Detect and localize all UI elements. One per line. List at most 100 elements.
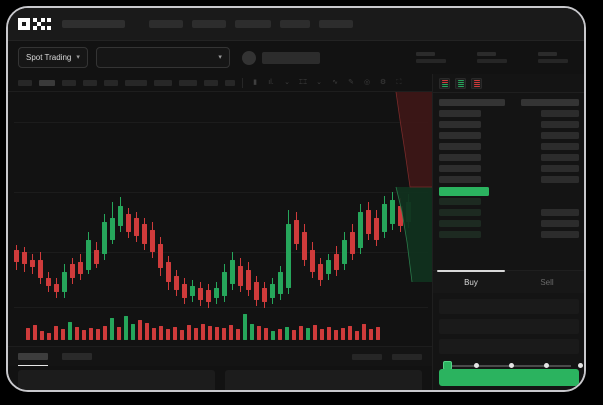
- orderbook-row[interactable]: [433, 197, 584, 208]
- buy-submit-button[interactable]: [439, 369, 579, 386]
- orderbook-view-asks-icon[interactable]: [471, 77, 482, 89]
- orderbook-row[interactable]: [433, 186, 584, 197]
- tf-10[interactable]: [225, 79, 235, 86]
- nav-item-4[interactable]: [280, 20, 310, 28]
- candle-body: [318, 264, 323, 280]
- nav-search[interactable]: [62, 20, 125, 28]
- settings-icon[interactable]: ⚙: [379, 79, 387, 86]
- slider-stop-50[interactable]: [509, 363, 514, 368]
- candle-12: [102, 92, 107, 346]
- tf-2[interactable]: [39, 79, 55, 86]
- bottom-action-1[interactable]: [352, 353, 382, 360]
- orderbook-bid-bar: [439, 143, 481, 150]
- orderbook-rows[interactable]: [433, 93, 584, 270]
- candle-19: [158, 92, 163, 346]
- tab-label: Sell: [540, 277, 554, 287]
- bottom-tab-positions[interactable]: [62, 353, 92, 360]
- volume-bar-50: [369, 329, 373, 340]
- device-frame: Spot Trading ▾ ▾ ▮ ıl. ⌄ ⌶⌶ ⌄ ∿ ✎ ◎ ⚙ ⛶: [6, 6, 586, 392]
- gridline-3: [14, 252, 428, 253]
- slider-stop-100[interactable]: [578, 363, 583, 368]
- price-chart[interactable]: [8, 92, 432, 346]
- bottom-panel-right[interactable]: [225, 370, 422, 390]
- order-amount-field[interactable]: [439, 319, 579, 334]
- bottom-tab-orders[interactable]: [18, 353, 48, 366]
- ticker-stat-3: [538, 52, 568, 63]
- orderbook-bid-bar: [439, 209, 481, 216]
- pencil-icon[interactable]: ✎: [348, 79, 354, 86]
- indicators-chevron-icon[interactable]: ⌄: [284, 79, 290, 86]
- candle-42: [342, 92, 347, 346]
- volume-bar-41: [306, 328, 310, 340]
- orderbook-row[interactable]: [433, 98, 584, 109]
- candle-body: [150, 230, 155, 252]
- orderbook-bid-bar: [439, 99, 505, 106]
- tf-4[interactable]: [83, 79, 97, 86]
- candle-type-icon[interactable]: ▮: [253, 79, 257, 86]
- candle-18: [150, 92, 155, 346]
- volume-bar-4: [47, 333, 51, 340]
- candle-body: [214, 288, 219, 298]
- candle-1: [14, 92, 19, 346]
- bottom-action-2[interactable]: [392, 353, 422, 360]
- volume-bar-23: [180, 330, 184, 340]
- orderbook-row[interactable]: [433, 175, 584, 186]
- tf-3[interactable]: [62, 79, 76, 86]
- orderbook-row[interactable]: [433, 153, 584, 164]
- okx-logo-icon[interactable]: [18, 18, 52, 30]
- tab-sell[interactable]: Sell: [509, 271, 584, 293]
- compare-chevron-icon[interactable]: ⌄: [316, 79, 322, 86]
- order-price-field[interactable]: [439, 299, 579, 314]
- tf-1[interactable]: [18, 79, 32, 86]
- candle-10: [86, 92, 91, 346]
- volume-bar-3: [40, 331, 44, 340]
- candle-46: [374, 92, 379, 346]
- chart-toolbar: ▮ ıl. ⌄ ⌶⌶ ⌄ ∿ ✎ ◎ ⚙ ⛶: [8, 74, 432, 92]
- volume-bar-33: [250, 324, 254, 340]
- slider-stop-25[interactable]: [474, 363, 479, 368]
- compare-icon[interactable]: ⌶⌶: [298, 79, 308, 86]
- tf-6[interactable]: [125, 79, 147, 86]
- volume-bar-12: [103, 326, 107, 340]
- volume-bar-35: [264, 328, 268, 340]
- volume-bar-40: [299, 326, 303, 340]
- tf-9[interactable]: [204, 79, 218, 86]
- candle-39: [318, 92, 323, 346]
- candle-body: [78, 262, 83, 274]
- tf-8[interactable]: [179, 79, 197, 86]
- volume-bar-32: [243, 314, 247, 340]
- tf-5[interactable]: [104, 79, 118, 86]
- orderbook-row[interactable]: [433, 219, 584, 230]
- trading-pair-selector[interactable]: ▾: [95, 47, 230, 68]
- bottom-panel-left[interactable]: [18, 370, 215, 390]
- nav-item-1[interactable]: [149, 20, 183, 28]
- candle-body: [302, 232, 307, 260]
- orderbook-view-bids-icon[interactable]: [455, 77, 466, 89]
- camera-icon[interactable]: ◎: [363, 79, 371, 86]
- candle-16: [134, 92, 139, 346]
- market-type-selector[interactable]: Spot Trading ▾: [18, 47, 88, 68]
- tab-buy[interactable]: Buy: [433, 270, 509, 293]
- orderbook-row[interactable]: [433, 164, 584, 175]
- orderbook-row[interactable]: [433, 131, 584, 142]
- volume-bar-34: [257, 326, 261, 340]
- slider-stop-75[interactable]: [544, 363, 549, 368]
- line-tool-icon[interactable]: ∿: [332, 79, 338, 86]
- orderbook-row[interactable]: [433, 109, 584, 120]
- order-total-field[interactable]: [439, 339, 579, 354]
- orderbook-row[interactable]: [433, 230, 584, 241]
- tab-label: Buy: [464, 277, 478, 287]
- nav-item-3[interactable]: [235, 20, 271, 28]
- orderbook-row[interactable]: [433, 208, 584, 219]
- fullscreen-icon[interactable]: ⛶: [396, 79, 402, 86]
- nav-item-2[interactable]: [192, 20, 226, 28]
- candle-41: [334, 92, 339, 346]
- orderbook-view-both-icon[interactable]: [439, 77, 450, 89]
- nav-item-5[interactable]: [319, 20, 353, 28]
- tf-7[interactable]: [154, 79, 172, 86]
- candle-15: [126, 92, 131, 346]
- orderbook-row[interactable]: [433, 142, 584, 153]
- orderbook-row[interactable]: [433, 120, 584, 131]
- indicators-icon[interactable]: ıl.: [268, 79, 274, 86]
- toolbar-divider: [242, 77, 243, 88]
